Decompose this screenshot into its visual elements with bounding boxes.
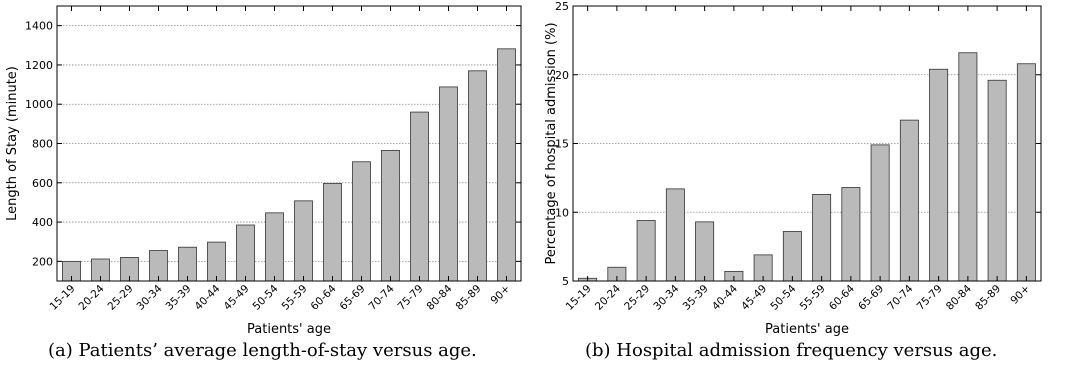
adm-bar <box>899 119 919 282</box>
adm-xtick-label: 65-69 <box>856 283 886 313</box>
adm-xtick-label: 90+ <box>1008 283 1032 307</box>
adm-yaxis-title: Percentage of hospital admission (%) <box>545 22 559 264</box>
los-xtick-label: 85-89 <box>454 283 484 313</box>
los-xtick-label: 25-29 <box>106 283 136 313</box>
los-xtick-label: 80-84 <box>425 282 455 312</box>
chart-panel-admission-frequency: 5 10 15 20 25 15-19 20-24 25-29 30-34 35-39 40-44 4… <box>545 0 1090 381</box>
adm-ytick-label: 25 <box>555 0 569 13</box>
adm-xtick-label: 30-34 <box>651 282 681 312</box>
los-ytick-label: 1400 <box>25 20 53 33</box>
los-yaxis-title: Length of Stay (minute) <box>5 66 20 221</box>
los-xaxis-title: Patients' age <box>247 322 331 337</box>
los-ytick-label: 1200 <box>25 59 53 72</box>
adm-ytick-label: 10 <box>555 206 569 219</box>
los-ytick-label: 400 <box>32 216 53 229</box>
los-bar <box>439 86 458 282</box>
adm-xtick-label: 75-79 <box>915 283 945 313</box>
los-bar <box>207 241 226 282</box>
adm-xtick-label: 25-29 <box>622 283 652 313</box>
adm-bar <box>1016 63 1036 282</box>
los-bar <box>236 224 255 282</box>
adm-xtick-label: 40-44 <box>710 282 740 312</box>
los-xtick-label: 50-54 <box>251 282 281 312</box>
los-xtick-label: 65-69 <box>338 283 368 313</box>
los-xtick-label: 15-19 <box>48 283 78 313</box>
los-xtick-label: 90+ <box>488 283 512 307</box>
los-bar <box>352 161 371 282</box>
adm-xtick-label: 70-74 <box>885 282 915 312</box>
los-xtick-label: 70-74 <box>367 282 397 312</box>
adm-xtick-label: 50-54 <box>768 282 798 312</box>
adm-bar <box>636 220 656 282</box>
adm-xtick-label: 20-24 <box>593 282 623 312</box>
los-ytick-label: 1000 <box>25 98 53 111</box>
adm-bar <box>782 231 802 282</box>
adm-bar <box>812 193 832 282</box>
adm-xtick-label: 85-89 <box>973 283 1003 313</box>
los-xtick-label: 60-64 <box>309 282 339 312</box>
chart-panel-length-of-stay: 200 400 600 800 1000 1200 1400 15-19 20-24 25-29 3… <box>5 5 522 361</box>
adm-ytick-label: 15 <box>555 138 569 151</box>
length-of-stay-chart: 20040060080010001200140015-1920-2425-293… <box>5 5 522 337</box>
adm-bar <box>870 144 890 282</box>
los-bar <box>410 111 429 282</box>
los-xtick-label: 30-34 <box>135 282 165 312</box>
los-ytick-label: 200 <box>32 255 53 268</box>
los-ytick-label: 800 <box>32 138 53 151</box>
adm-bar <box>958 52 978 282</box>
los-bar <box>265 212 284 282</box>
adm-xtick-label: 80-84 <box>944 282 974 312</box>
los-ytick-label: 600 <box>32 177 53 190</box>
los-bar <box>468 70 487 282</box>
adm-bar <box>665 188 685 282</box>
los-xtick-label: 20-24 <box>77 282 107 312</box>
adm-ytick-label: 20 <box>555 69 569 82</box>
los-xtick-label: 55-59 <box>280 283 310 313</box>
adm-bar <box>695 221 715 282</box>
adm-xaxis-title: Patients' age <box>765 322 849 337</box>
adm-xtick-label: 55-59 <box>798 283 828 313</box>
adm-xtick-label: 35-39 <box>681 283 711 313</box>
chart-caption-b: (b) Hospital admission frequency versus … <box>585 340 998 361</box>
los-xtick-label: 45-49 <box>222 283 252 313</box>
adm-bar <box>987 79 1007 282</box>
los-bar <box>381 149 400 282</box>
adm-plot-frame <box>572 5 1042 282</box>
adm-xtick-label: 45-49 <box>739 283 769 313</box>
los-bar <box>497 48 516 282</box>
adm-bar <box>929 68 949 282</box>
los-xtick-label: 35-39 <box>164 283 194 313</box>
adm-xtick-label: 60-64 <box>827 282 857 312</box>
los-xtick-label: 40-44 <box>193 282 223 312</box>
adm-ytick-label: 5 <box>562 275 569 288</box>
los-xtick-label: 75-79 <box>396 283 426 313</box>
los-bar <box>323 182 342 282</box>
los-bar <box>294 200 313 282</box>
los-plot-frame <box>56 5 522 282</box>
chart-caption-a: (a) Patients’ average length-of-stay ver… <box>48 340 477 361</box>
los-bar <box>178 246 197 282</box>
adm-bar <box>841 187 861 282</box>
